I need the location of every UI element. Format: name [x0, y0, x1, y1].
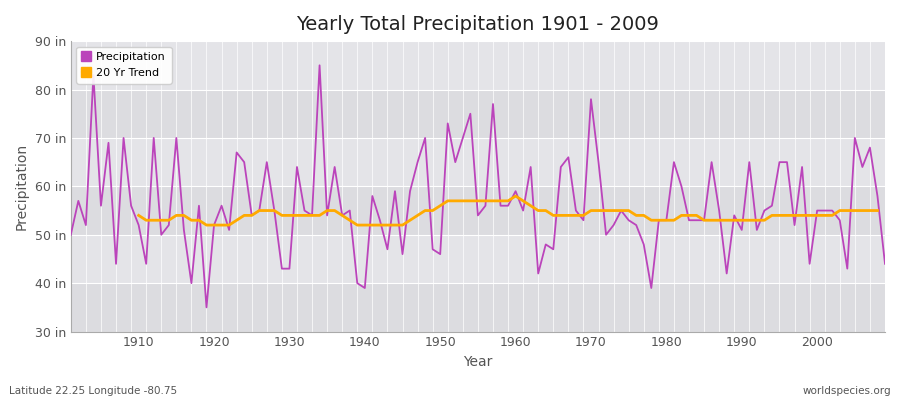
Bar	[71, 235, 885, 283]
Title: Yearly Total Precipitation 1901 - 2009: Yearly Total Precipitation 1901 - 2009	[296, 15, 660, 34]
Legend: Precipitation, 20 Yr Trend: Precipitation, 20 Yr Trend	[76, 47, 172, 84]
X-axis label: Year: Year	[464, 355, 492, 369]
Bar	[71, 283, 885, 332]
Text: worldspecies.org: worldspecies.org	[803, 386, 891, 396]
Bar	[71, 90, 885, 138]
Y-axis label: Precipitation: Precipitation	[15, 143, 29, 230]
Bar	[71, 186, 885, 235]
Text: Latitude 22.25 Longitude -80.75: Latitude 22.25 Longitude -80.75	[9, 386, 177, 396]
Bar	[71, 138, 885, 186]
Bar	[71, 41, 885, 90]
